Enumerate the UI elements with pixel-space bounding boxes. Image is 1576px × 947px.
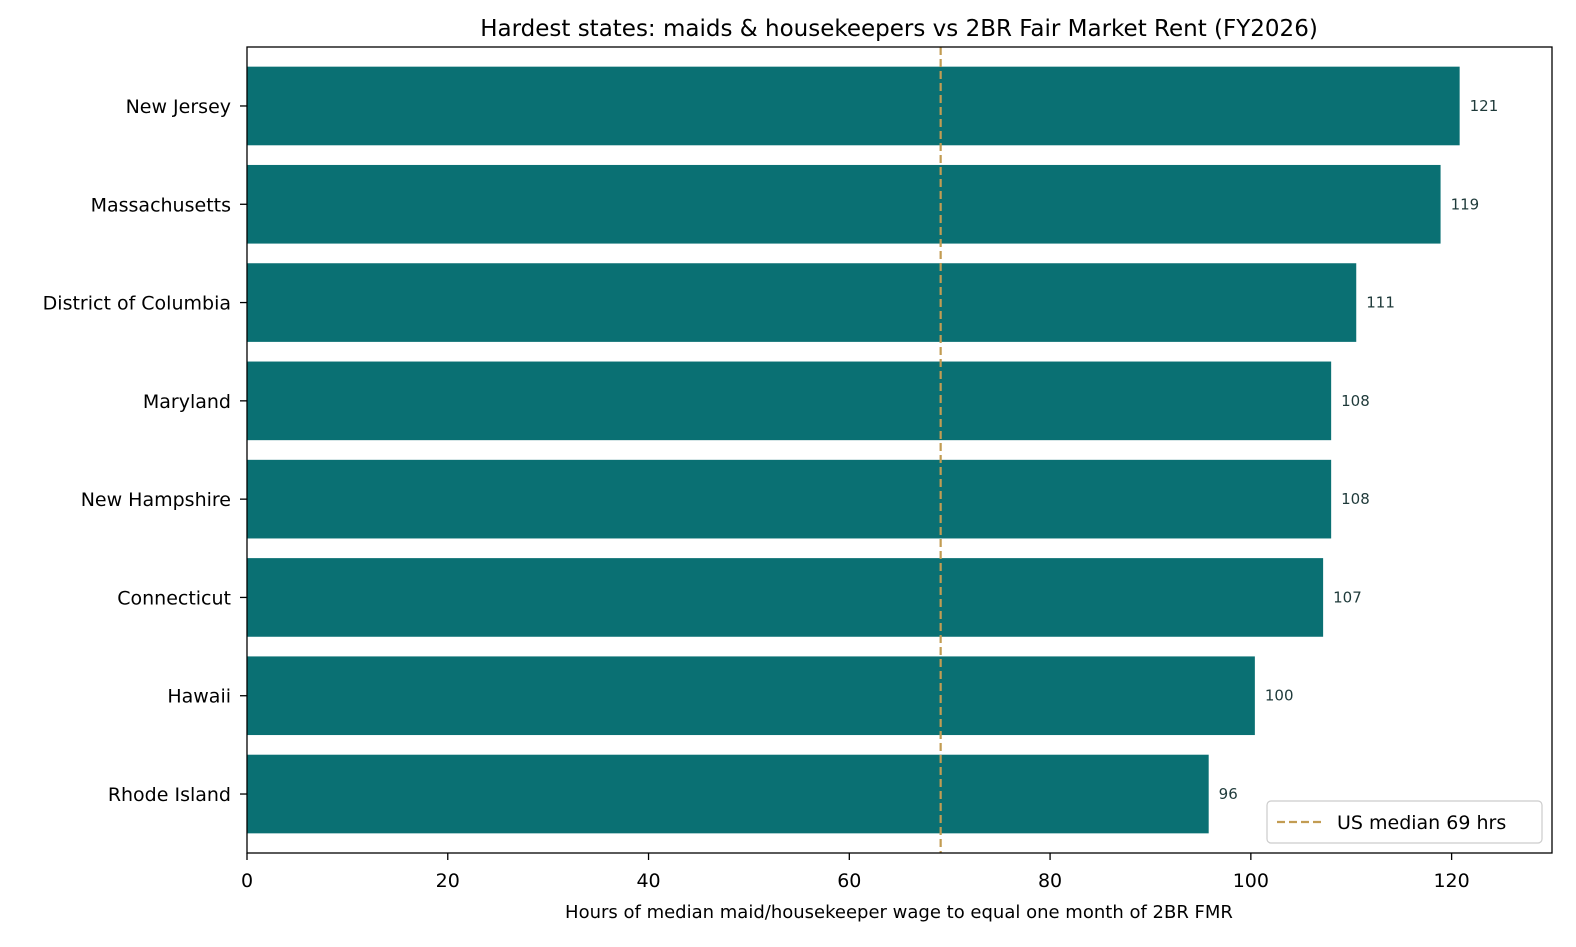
y-tick-label: New Hampshire [81, 489, 231, 511]
data-label: 108 [1341, 392, 1370, 410]
bar [247, 754, 1209, 834]
bar [247, 164, 1441, 244]
data-label: 100 [1265, 687, 1294, 705]
y-tick-label: Connecticut [117, 587, 231, 609]
y-tick-label: Rhode Island [108, 784, 231, 806]
plot-area: 121 New Jersey 119 Massachusetts 111 District… [43, 46, 1553, 892]
bar [247, 656, 1255, 736]
x-tick-label: 0 [241, 870, 253, 892]
y-tick-label: New Jersey [126, 96, 231, 118]
data-label: 111 [1366, 294, 1395, 312]
y-tick-label: District of Columbia [43, 293, 231, 315]
bar [247, 361, 1332, 441]
x-tick-label: 100 [1233, 870, 1269, 892]
data-label: 119 [1451, 195, 1480, 213]
legend-label: US median 69 hrs [1337, 812, 1506, 834]
data-label: 96 [1219, 785, 1238, 803]
bar [247, 459, 1332, 539]
chart-title: Hardest states: maids & housekeepers vs … [480, 16, 1318, 42]
x-tick-label: 40 [636, 870, 660, 892]
plot-frame [246, 46, 1553, 854]
data-label: 108 [1341, 490, 1370, 508]
x-tick-label: 80 [1038, 870, 1062, 892]
bar [247, 263, 1357, 342]
x-tick-label: 60 [837, 870, 861, 892]
bar [247, 66, 1460, 146]
y-tick-label: Massachusetts [91, 194, 231, 216]
bar [247, 558, 1324, 637]
data-label: 121 [1470, 97, 1499, 115]
y-tick-label: Maryland [143, 391, 231, 413]
x-tick-label: 20 [436, 870, 460, 892]
data-label: 107 [1333, 588, 1362, 606]
x-axis-label: Hours of median maid/housekeeper wage to… [565, 902, 1233, 923]
y-tick-label: Hawaii [167, 686, 231, 708]
x-tick-label: 120 [1433, 870, 1469, 892]
legend-box [1266, 800, 1543, 844]
